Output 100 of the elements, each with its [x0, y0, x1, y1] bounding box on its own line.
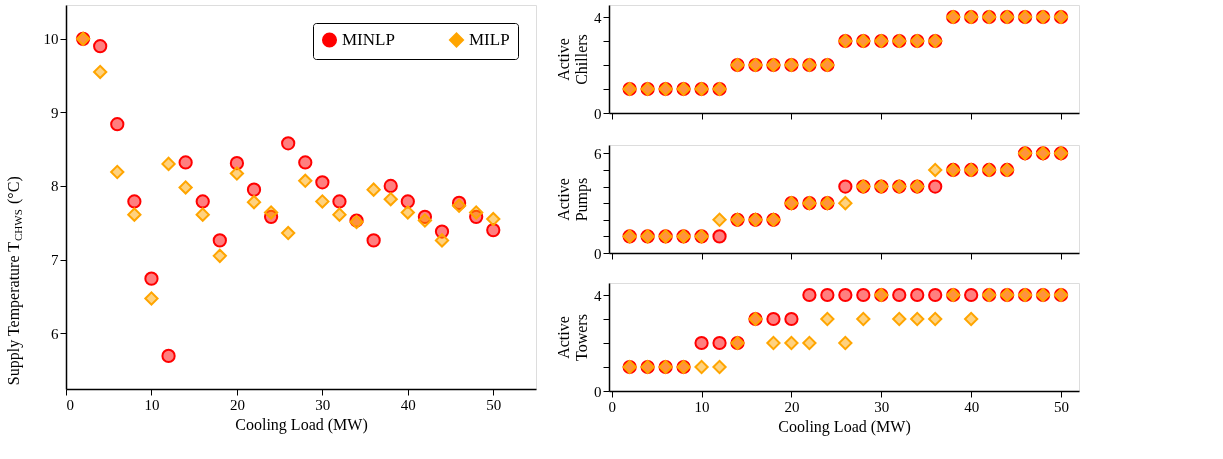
point — [263, 205, 279, 220]
y-tick-label: 6 — [594, 145, 602, 162]
y-tick-label: 0 — [594, 383, 602, 400]
point — [928, 287, 943, 303]
point — [246, 182, 262, 197]
point — [161, 348, 176, 364]
x-tick-label: 20 — [229, 396, 245, 413]
point — [784, 311, 799, 327]
y-tick-label: 10 — [43, 31, 59, 48]
point — [195, 194, 210, 209]
point — [486, 211, 501, 227]
point — [315, 194, 330, 209]
point — [161, 156, 176, 172]
legend-label: MINLP — [342, 29, 395, 49]
y-axis-title: Supply Temperature TCHWS (°C) — [5, 176, 24, 386]
x-tick-label: 40 — [400, 396, 416, 413]
point — [110, 117, 125, 132]
point — [332, 194, 347, 209]
y-tick-label: 4 — [594, 287, 602, 304]
x-tick-label: 20 — [784, 398, 800, 415]
point — [332, 207, 347, 222]
point — [694, 335, 709, 351]
x-tick-label: 40 — [964, 398, 980, 415]
point — [838, 287, 853, 303]
x-tick-label: 0 — [66, 396, 74, 413]
point — [127, 194, 142, 209]
point — [298, 173, 313, 188]
y-tick-label: 0 — [594, 105, 602, 122]
point — [93, 64, 108, 80]
point — [928, 311, 943, 327]
point — [802, 287, 817, 303]
point — [802, 335, 817, 351]
point — [964, 287, 979, 303]
point — [784, 335, 799, 351]
point — [892, 287, 907, 303]
x-tick-label: 0 — [608, 398, 616, 415]
point — [281, 225, 296, 241]
x-tick-label: 50 — [486, 396, 502, 413]
point — [766, 311, 781, 327]
point — [315, 175, 330, 190]
point — [417, 213, 433, 228]
y-axis-title: Active Towers — [555, 314, 590, 361]
point — [856, 311, 871, 327]
y-tick-label: 4 — [594, 9, 602, 26]
point — [281, 136, 296, 151]
point — [838, 335, 853, 351]
point — [928, 179, 943, 194]
point — [212, 248, 227, 263]
point — [178, 155, 193, 170]
point — [856, 287, 871, 303]
x-tick-label: 30 — [315, 396, 331, 413]
y-tick-label: 8 — [51, 178, 59, 195]
point — [93, 39, 108, 54]
point — [110, 164, 125, 180]
point — [212, 233, 227, 248]
point — [366, 182, 381, 197]
x-tick-label: 10 — [144, 396, 160, 413]
point — [229, 166, 245, 181]
point — [144, 271, 159, 286]
point — [694, 359, 709, 375]
point — [400, 205, 415, 220]
point — [178, 180, 193, 195]
point — [712, 229, 727, 244]
point — [766, 335, 781, 351]
point — [383, 192, 398, 207]
x-axis-title: Cooling Load (MW) — [235, 415, 368, 434]
y-tick-label: 9 — [51, 104, 59, 121]
point — [820, 311, 835, 327]
x-tick-label: 30 — [874, 398, 890, 415]
y-tick-label: 0 — [594, 245, 602, 262]
point — [838, 196, 853, 211]
point — [964, 311, 979, 327]
point — [910, 287, 925, 303]
point — [712, 335, 727, 351]
y-tick-label: 7 — [51, 252, 59, 269]
point — [892, 311, 907, 327]
point — [820, 287, 835, 303]
y-tick-label: 6 — [51, 325, 59, 342]
point — [469, 205, 484, 220]
point — [383, 178, 398, 194]
point — [400, 194, 415, 209]
point — [712, 359, 727, 375]
point — [127, 207, 142, 222]
y-axis-title: Active Chillers — [555, 34, 590, 85]
point — [195, 207, 210, 222]
point — [246, 195, 262, 210]
x-axis-title: Cooling Load (MW) — [778, 417, 911, 436]
point — [144, 291, 159, 306]
point — [229, 156, 245, 171]
point — [910, 311, 925, 327]
legend-label: MILP — [469, 29, 510, 49]
point — [928, 162, 943, 178]
point — [712, 212, 727, 227]
point — [298, 155, 313, 170]
point — [838, 179, 853, 194]
point — [366, 233, 381, 248]
x-tick-label: 10 — [694, 398, 710, 415]
y-axis-title: Active Pumps — [555, 177, 591, 222]
point — [434, 233, 450, 248]
point — [486, 222, 501, 238]
